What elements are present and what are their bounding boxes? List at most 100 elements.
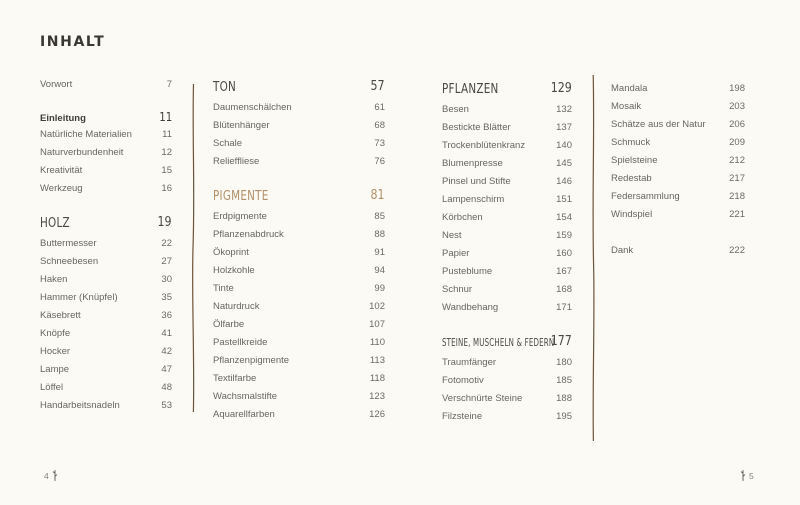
toc-entry-page: 160 [556,248,572,259]
toc-entry-page: 222 [729,245,745,256]
toc-entry-page: 68 [374,120,385,131]
toc-entry: Textilfarbe 118 [213,370,385,388]
toc-entry: Löffel 48 [40,379,172,397]
toc-entry: Handarbeitsnadeln 53 [40,397,172,415]
toc-entry-label: Pusteblume [442,266,493,277]
toc-entry-label: Schmuck [611,137,651,148]
toc-group: Vorwort 7 [40,76,172,94]
toc-entry-page: 94 [374,265,385,276]
toc-entry-label: Erdpigmente [213,211,267,222]
toc-entry: Wachsmalstifte 123 [213,388,385,406]
toc-entry: Ölfarbe 107 [213,316,385,334]
toc-entry: Blumenpresse 145 [442,155,572,173]
toc-entry: Mandala 198 [611,80,745,98]
toc-entry-label: Schätze aus der Natur [611,119,706,130]
toc-entry-label: Hocker [40,346,71,357]
toc-entry-label: Natürliche Materialien [40,129,132,140]
toc-entry-label: Tinte [213,283,234,294]
toc-group: HOLZ 19 Buttermesser 22 Schneebesen 27 Haken 30… [40,212,172,415]
toc-entry: Pflanzenpigmente 113 [213,352,385,370]
toc-entry-label: Körbchen [442,212,483,223]
section-heading: PIGMENTE 81 [213,185,385,207]
toc-entry-label: Schneebesen [40,256,99,267]
toc-entry-page: 99 [374,283,385,294]
toc-entry-label: Trockenblütenkranz [442,140,526,151]
toc-entry-label: Federsammlung [611,191,680,202]
toc-entry: Bestickte Blätter 137 [442,119,572,137]
toc-entry: Lampe 47 [40,361,172,379]
toc-entry: Werkzeug 16 [40,180,172,198]
toc-entry-page: 41 [161,328,172,339]
toc-entry-label: Schnur [442,284,473,295]
toc-entry: Schneebesen 27 [40,253,172,271]
toc-entry-label: Hammer (Knüpfel) [40,292,118,303]
toc-entry-page: 132 [556,104,572,115]
toc-entry-label: Nest [442,230,462,241]
toc-entry-page: 107 [369,319,385,330]
toc-entry-page: 35 [161,292,172,303]
toc-entry-label: Blütenhänger [213,120,270,131]
toc-entry: Redestab 217 [611,170,745,188]
toc-entry: Wandbehang 171 [442,299,572,317]
toc-entry-label: Kreativität [40,165,83,176]
toc-entry-page: 91 [374,247,385,258]
toc-entry: Filzsteine 195 [442,408,572,426]
left-folio: 4 [44,470,58,481]
toc-entry: Tinte 99 [213,280,385,298]
toc-entry: Federsammlung 218 [611,188,745,206]
toc-entry-page: 167 [556,266,572,277]
section-heading-label: TON [213,80,237,95]
toc-entry-page: 36 [161,310,172,321]
toc-entry-page: 53 [161,400,172,411]
toc-entry: Hocker 42 [40,343,172,361]
toc-group: STEINE, MUSCHELN & FEDERN 177 Traumfänger 1… [442,331,572,426]
twig-icon [52,470,57,481]
toc-entry-page: 48 [161,382,172,393]
toc-entry-label: Lampenschirm [442,194,505,205]
right-page-number: 5 [749,470,754,481]
section-heading-page: 19 [157,215,172,230]
toc-entry-label: Handarbeitsnadeln [40,400,120,411]
toc-entry: Schnur 168 [442,281,572,299]
toc-entry-page: 88 [374,229,385,240]
toc-entry-label: Mandala [611,83,648,94]
toc-entry-page: 7 [166,79,172,90]
toc-entry-page: 22 [161,238,172,249]
toc-entry-label: Ölfarbe [213,319,245,330]
toc-entry: Traumfänger 180 [442,354,572,372]
toc-column-4: Mandala 198 Mosaik 203 Schätze aus der Natur… [611,80,745,260]
toc-entry-page: 16 [161,183,172,194]
toc-entry-label: Buttermesser [40,238,97,249]
toc-entry-label: Werkzeug [40,183,83,194]
toc-entry-label: Textilfarbe [213,373,257,384]
toc-entry-page: 145 [556,158,572,169]
toc-entry-label: Bestickte Blätter [442,122,511,133]
toc-entry: Hammer (Knüpfel) 35 [40,289,172,307]
toc-entry-label: Besen [442,104,469,115]
toc-subheading: Einleitung 11 [40,108,172,126]
toc-entry-label: Holzkohle [213,265,255,276]
toc-entry: Pflanzenabdruck 88 [213,226,385,244]
toc-column-3: PFLANZEN 129 Besen 132 Bestickte Blätter 137 T… [442,78,572,426]
toc-entry-page: 126 [369,409,385,420]
toc-entry: Pusteblume 167 [442,263,572,281]
toc-entry: Verschnürte Steine 188 [442,390,572,408]
toc-entry-page: 12 [161,147,172,158]
toc-entry-page: 209 [729,137,745,148]
toc-entry: Dank 222 [611,242,745,260]
toc-entry: Schmuck 209 [611,134,745,152]
toc-entry-page: 217 [729,173,745,184]
right-folio: 5 [740,470,754,481]
section-heading-label: HOLZ [40,216,70,231]
toc-entry: Windspiel 221 [611,206,745,224]
toc-entry-label: Aquarellfarben [213,409,275,420]
toc-entry-page: 180 [556,357,572,368]
toc-entry-label: Haken [40,274,68,285]
toc-entry: Relieffliese 76 [213,153,385,171]
toc-group: Dank 222 [611,242,745,260]
toc-entry-label: Knöpfe [40,328,71,339]
toc-entry: Vorwort 7 [40,76,172,94]
toc-entry-label: Ökoprint [213,247,249,258]
toc-entry-label: Dank [611,245,634,256]
toc-entry-page: 27 [161,256,172,267]
